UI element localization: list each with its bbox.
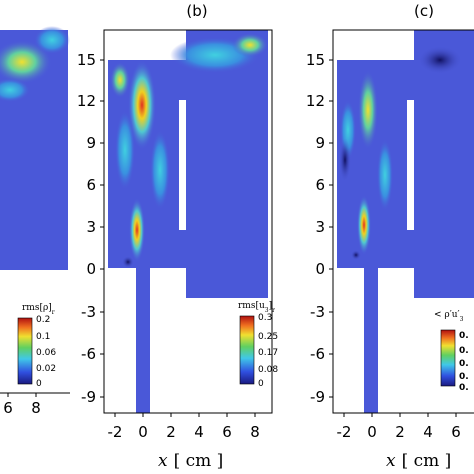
panel-a-x-tick: 6 bbox=[3, 399, 13, 417]
panel-a-cb-tick: 0.06 bbox=[36, 348, 56, 358]
panel-c-cb-tick: 0. bbox=[459, 359, 469, 369]
panel-c-colorbar bbox=[440, 329, 456, 387]
panel-c-y-tick: 0 bbox=[315, 260, 325, 278]
panel-c-y-axis bbox=[329, 59, 333, 398]
panel-b-x-tick: 6 bbox=[222, 423, 232, 441]
panel-b-plume-6 bbox=[232, 33, 268, 57]
panel-a-cb-tick: 0.02 bbox=[36, 364, 56, 374]
panel-c-cb-tick: 0. bbox=[459, 383, 469, 393]
panel-b-plume-4 bbox=[110, 62, 130, 98]
panel-a-x-tick: 8 bbox=[31, 399, 41, 417]
panel-c-baffle bbox=[407, 100, 414, 230]
panel-a-colorbar bbox=[17, 317, 33, 385]
panel-c-y-tick: -9 bbox=[310, 388, 325, 406]
panel-b-plume-2 bbox=[129, 198, 145, 262]
panel-b-cb-tick: 0.08 bbox=[258, 365, 278, 375]
panel-c-x-tick: 0 bbox=[367, 423, 377, 441]
panel-c-y-tick: 6 bbox=[315, 176, 325, 194]
panel-b-x-tick: -2 bbox=[108, 423, 123, 441]
panel-b-x-tick: 4 bbox=[194, 423, 204, 441]
panel-a-hotspot-2 bbox=[34, 26, 70, 54]
panel-c-y-tick: -6 bbox=[310, 345, 325, 363]
panel-b-x-axis bbox=[114, 413, 256, 417]
panel-c-plume-2 bbox=[357, 195, 371, 255]
panel-c-cb-tick: 0. bbox=[459, 372, 469, 382]
panel-c-plume-5 bbox=[418, 46, 462, 74]
panel-c-x-tick: 2 bbox=[395, 423, 405, 441]
panel-c-y-tick: 15 bbox=[306, 51, 325, 69]
panel-c-cb-tick: 0. bbox=[459, 331, 469, 341]
panel-b-plume-8 bbox=[122, 256, 134, 268]
panel-b-plume bbox=[128, 60, 156, 150]
panel-a-cb-tick: 0.1 bbox=[36, 332, 50, 342]
panel-b-y-tick: 9 bbox=[86, 134, 96, 152]
panel-b-frame bbox=[103, 29, 273, 414]
panel-b-x-tick: 8 bbox=[250, 423, 260, 441]
panel-b-y-tick: 15 bbox=[77, 51, 96, 69]
panel-b-cb-tick: 0.3 bbox=[258, 313, 272, 323]
panel-b-y-axis bbox=[100, 59, 104, 398]
panel-b-y-tick: 6 bbox=[86, 176, 96, 194]
panel-a-hotspot bbox=[0, 40, 52, 84]
panel-b-baffle bbox=[179, 100, 186, 230]
panel-c-plume-6 bbox=[377, 139, 393, 211]
panel-b-plume-3 bbox=[115, 110, 135, 190]
panel-c-x-tick: -2 bbox=[337, 423, 352, 441]
panel-c-x-tick: 4 bbox=[423, 423, 433, 441]
panel-c-y-tick: 3 bbox=[315, 218, 325, 236]
panel-c-cb-title: < ρ′u′3 bbox=[434, 310, 464, 323]
panel-a-cb-tick: 0 bbox=[36, 379, 42, 389]
panel-b-y-tick: 12 bbox=[77, 92, 96, 110]
panel-b-xlabel: x[ cm ] bbox=[158, 451, 223, 471]
panel-b-y-tick: -9 bbox=[81, 388, 96, 406]
panel-a-cb-title: rms[ρ]r bbox=[22, 303, 55, 316]
panel-b-x-tick: 2 bbox=[166, 423, 176, 441]
panel-c-label: (c) bbox=[414, 2, 434, 20]
panel-c-plume-4 bbox=[339, 138, 351, 182]
panel-b-cb-tick: 0 bbox=[258, 379, 264, 389]
panel-c: (c) 15 12 9 6 3 0 -3 -6 -9 bbox=[306, 2, 474, 471]
panel-b-y-tick: 3 bbox=[86, 218, 96, 236]
panel-c-cb-tick: 0. bbox=[459, 346, 469, 356]
panel-c-y-tick: 12 bbox=[306, 92, 325, 110]
panel-b-y-tick: 0 bbox=[86, 260, 96, 278]
panel-b-cb-tick: 0.25 bbox=[258, 332, 278, 342]
panel-b-y-tick: -6 bbox=[81, 345, 96, 363]
panel-c-x-axis bbox=[343, 413, 457, 417]
panel-b-label: (b) bbox=[186, 2, 207, 20]
panel-b-x-tick: 0 bbox=[138, 423, 148, 441]
panel-c-plume bbox=[358, 70, 378, 150]
panel-b-cb-tick: 0.17 bbox=[258, 348, 278, 358]
panel-b-cb-title: rms[u3]r bbox=[238, 301, 275, 314]
panel-c-y-tick: 9 bbox=[315, 134, 325, 152]
panel-b-colorbar bbox=[239, 315, 255, 385]
panel-b: (b) 15 12 9 6 3 0 bbox=[77, 2, 278, 471]
panel-c-y-tick: -3 bbox=[310, 303, 325, 321]
panel-a: rms[ρ]r 0.2 0.1 0.06 0.02 0 6 8 bbox=[0, 26, 70, 417]
panel-c-frame bbox=[332, 29, 474, 414]
panel-c-x-tick: 6 bbox=[451, 423, 461, 441]
panel-b-y-tick: -3 bbox=[81, 303, 96, 321]
panel-b-plume-7 bbox=[150, 130, 170, 210]
panel-a-hotspot-3 bbox=[0, 78, 30, 102]
panel-c-xlabel: x[ cm ] bbox=[386, 451, 451, 471]
panel-a-cb-tick: 0.2 bbox=[36, 315, 50, 325]
panel-c-plume-7 bbox=[351, 250, 361, 260]
